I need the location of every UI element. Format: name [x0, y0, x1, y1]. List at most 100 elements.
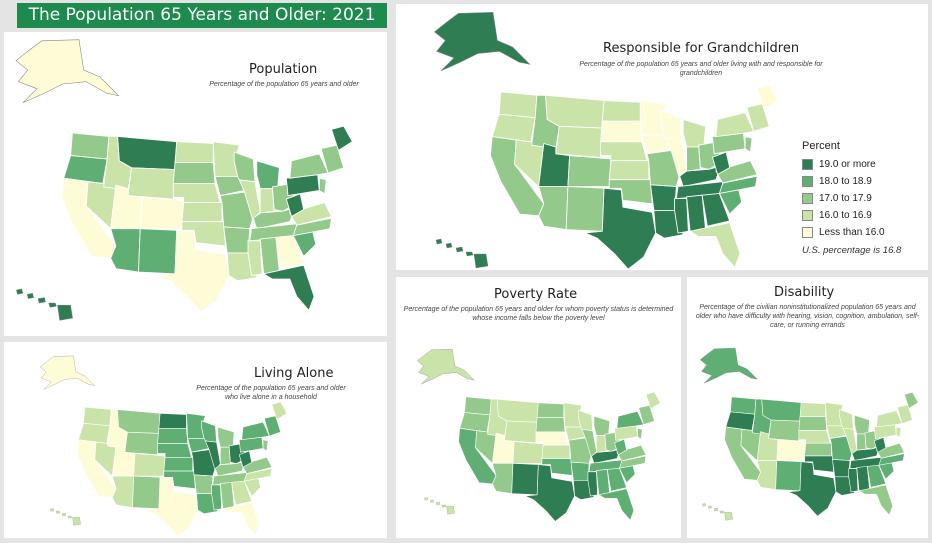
state-nm [565, 186, 605, 232]
state-ak [39, 355, 95, 390]
state-hi-island [441, 504, 447, 508]
panel-title: Responsible for Grandchildren [603, 41, 800, 56]
state-mt [545, 94, 605, 129]
state-ks [163, 456, 194, 472]
state-in [856, 433, 867, 451]
legend-label: 17.0 to 17.9 [819, 193, 872, 204]
state-hi-island [61, 512, 67, 517]
state-wv [711, 151, 731, 176]
state-nj [262, 439, 269, 452]
state-ak [699, 347, 758, 384]
state-wy [124, 431, 160, 456]
panel-subtitle: Percentage of the civilian noninstitutio… [695, 304, 920, 329]
state-va [241, 456, 273, 474]
state-ny [876, 410, 903, 428]
state-nc [243, 468, 273, 482]
state-wa [70, 132, 110, 160]
state-mi [854, 414, 870, 435]
map-population-hawaii [16, 288, 73, 321]
state-hi-island [48, 302, 57, 308]
state-nm [775, 460, 802, 492]
legend-swatch [802, 176, 813, 187]
state-sd [600, 120, 643, 143]
state-nc [292, 217, 333, 237]
state-ga [866, 464, 887, 488]
legend-label: 16.0 to 16.9 [819, 210, 872, 221]
legend-label: 18.0 to 18.9 [819, 176, 872, 187]
state-hi-island [430, 499, 434, 503]
state-hi-island [708, 505, 712, 509]
state-mt [761, 398, 802, 422]
map-disability-alaska [699, 347, 758, 384]
state-nd [799, 402, 826, 417]
state-ms [247, 240, 263, 277]
state-ny [715, 112, 755, 138]
state-ms [674, 198, 689, 234]
state-hi-island [445, 242, 453, 249]
map-poverty-alaska [416, 348, 475, 385]
map-living-alone-hawaii [50, 508, 81, 526]
state-nc [718, 175, 758, 194]
state-nd [536, 402, 565, 418]
state-mt [496, 398, 539, 423]
state-ms [587, 471, 598, 497]
state-ks [181, 202, 223, 223]
state-ny [241, 421, 270, 441]
state-nd [174, 141, 214, 163]
panel-title: Poverty Rate [494, 287, 578, 302]
state-ny [289, 153, 329, 179]
legend-swatch [802, 227, 813, 238]
state-mi [682, 118, 707, 148]
state-ar [832, 459, 851, 478]
state-co [567, 155, 612, 187]
state-sd [172, 162, 216, 184]
state-mt [117, 409, 161, 434]
state-hi-island [37, 297, 46, 304]
map-grandchildren-hawaii [435, 238, 489, 269]
state-hi-island [465, 251, 474, 257]
legend-swatch [802, 193, 813, 204]
state-hi-island [72, 517, 81, 526]
state-az [111, 475, 135, 508]
state-me [645, 391, 661, 410]
state-nj [895, 426, 902, 438]
state-tx [157, 229, 230, 313]
state-hi-island [724, 512, 733, 521]
state-va [616, 444, 647, 462]
state-ak [416, 348, 475, 385]
state-ak [15, 39, 120, 103]
map-legend: Percent 19.0 or more 18.0 to 18.9 17.0 t… [802, 140, 907, 256]
map-living-alone-alaska [39, 355, 95, 390]
legend-label: Less than 16.0 [819, 227, 885, 238]
panel-title: Living Alone [254, 366, 334, 381]
map-living-alone [76, 401, 288, 537]
map-grandchildren-alaska [434, 12, 531, 72]
legend-note: U.S. percentage is 16.8 [802, 245, 902, 256]
state-nm [511, 463, 539, 496]
state-ga [701, 192, 731, 227]
state-hi-island [435, 238, 443, 245]
state-ar [193, 474, 214, 494]
state-co [512, 441, 544, 464]
state-az [491, 463, 514, 494]
state-nj [744, 136, 753, 153]
legend-swatch [802, 159, 813, 170]
map-poverty-hawaii [424, 497, 455, 515]
legend-item: 16.0 to 16.9 [802, 207, 907, 224]
state-ga [275, 235, 305, 270]
state-tx [524, 464, 575, 522]
state-hi-island [455, 246, 464, 253]
state-ne [172, 182, 221, 203]
state-tx [584, 187, 657, 270]
state-fl [688, 222, 741, 269]
state-nd [601, 100, 641, 122]
state-hi-island [702, 503, 706, 507]
state-hi-island [446, 506, 455, 515]
state-va [289, 202, 333, 226]
state-wv [873, 437, 887, 453]
state-wy [768, 419, 801, 442]
state-ne [798, 430, 831, 444]
state-ks [608, 160, 650, 181]
state-tx [788, 461, 837, 517]
state-wa [464, 396, 492, 416]
